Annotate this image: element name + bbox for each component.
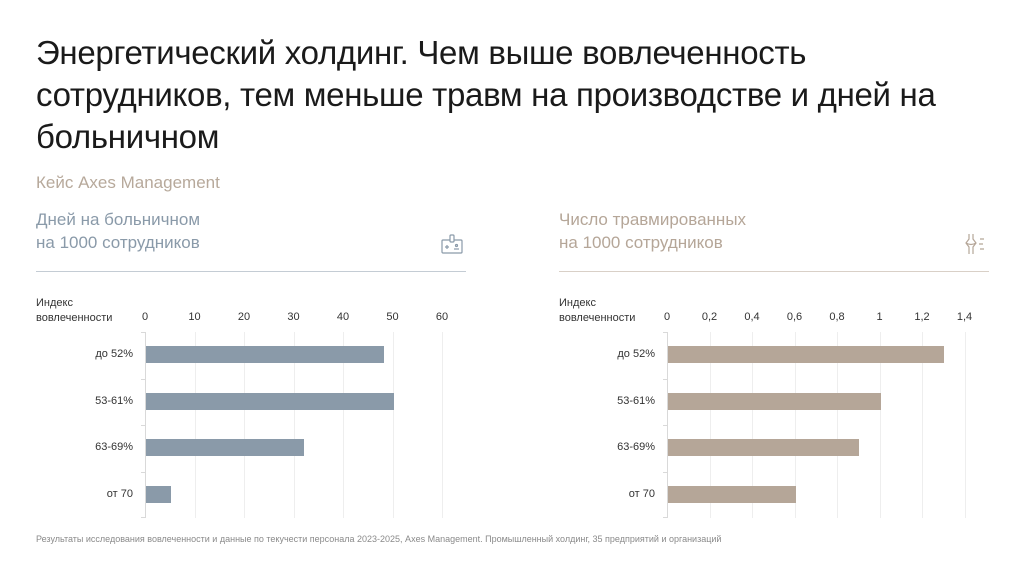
category-label: от 70 <box>628 487 655 500</box>
x-tick-label: 30 <box>287 311 300 323</box>
bar <box>146 439 305 457</box>
bar <box>668 392 881 410</box>
x-tick-label: 1 <box>876 311 883 323</box>
chart-title-line1: Число травмированных <box>559 210 747 229</box>
category-label: 63-69% <box>617 441 655 454</box>
category-label: до 52% <box>617 348 655 361</box>
x-tick-label: 0,2 <box>701 311 718 323</box>
y-axis-line <box>145 332 146 518</box>
row-tick <box>141 471 145 473</box>
x-tick-label: 1,2 <box>914 311 930 323</box>
category-label: 53-61% <box>95 394 133 407</box>
gridline <box>343 332 344 518</box>
category-label: от 70 <box>106 487 133 500</box>
chart-title-line2: на 1000 сотрудников <box>36 233 200 252</box>
injuries-chart-title: Число травмированных на 1000 сотрудников <box>559 208 989 254</box>
row-tick <box>663 425 667 426</box>
bar <box>146 485 171 503</box>
gridline <box>752 332 753 518</box>
page-title: Энергетический холдинг. Чем выше вовлече… <box>36 34 936 155</box>
sick-days-chart-title: Дней на больничном на 1000 сотрудников <box>36 208 466 254</box>
gridline <box>964 332 966 518</box>
category-label: 63-69% <box>95 441 133 454</box>
gridline <box>837 332 838 518</box>
row-tick <box>141 378 145 380</box>
bar <box>668 346 945 364</box>
category-label: до 52% <box>95 348 133 361</box>
bar <box>146 392 394 410</box>
x-tick-label: 1,4 <box>956 311 973 323</box>
row-tick <box>663 471 667 473</box>
x-tick-label: 60 <box>435 311 449 323</box>
row-tick <box>141 332 145 333</box>
gridline <box>392 332 394 518</box>
joint-injury-icon <box>965 234 984 254</box>
x-tick-label: 0,4 <box>744 311 760 323</box>
x-tick-label: 0 <box>141 311 149 323</box>
gridline <box>293 332 295 518</box>
case-subtitle: Кейс Axes Management <box>36 173 220 192</box>
gridline <box>194 332 196 518</box>
row-tick <box>141 425 145 426</box>
x-tick-label: 50 <box>386 311 399 323</box>
row-tick <box>663 332 667 333</box>
category-label: 53-61% <box>617 394 655 407</box>
y-axis-label: Индекс вовлеченности <box>559 297 636 324</box>
sick-days-chart-panel: Дней на больничном на 1000 сотрудников И… <box>36 208 466 518</box>
source-footnote: Результаты исследования вовлеченности и … <box>36 534 722 544</box>
bar-plot-area: до 52% 53-61% 63-69% от 70 <box>617 332 967 518</box>
bar-plot-area: до 52% 53-61% 63-69% от 70 <box>95 332 445 518</box>
panel-divider <box>36 271 466 272</box>
chart-title-line2: на 1000 сотрудников <box>559 233 723 252</box>
y-axis-line <box>667 332 668 518</box>
gridline <box>709 332 711 518</box>
x-tick-label: 20 <box>237 311 251 323</box>
gridline <box>922 332 923 518</box>
panel-divider <box>559 271 989 272</box>
sick-leave-badge-icon <box>441 234 463 254</box>
gridline <box>879 332 881 518</box>
gridline <box>244 332 245 518</box>
x-tick-label: 10 <box>188 311 201 323</box>
gridline <box>442 332 443 518</box>
bar <box>146 346 384 364</box>
x-tick-label: 0,8 <box>829 311 845 323</box>
injuries-chart-panel: Число травмированных на 1000 сотрудников… <box>559 208 989 518</box>
row-tick <box>663 378 667 380</box>
x-tick-label: 0,6 <box>786 311 803 323</box>
chart-title-line1: Дней на больничном <box>36 210 201 229</box>
x-tick-label: 40 <box>336 311 350 323</box>
bar <box>668 485 796 503</box>
x-tick-label: 0 <box>663 311 671 323</box>
y-axis-label: Индекс вовлеченности <box>36 297 113 324</box>
gridline <box>794 332 796 518</box>
bar <box>668 439 860 457</box>
